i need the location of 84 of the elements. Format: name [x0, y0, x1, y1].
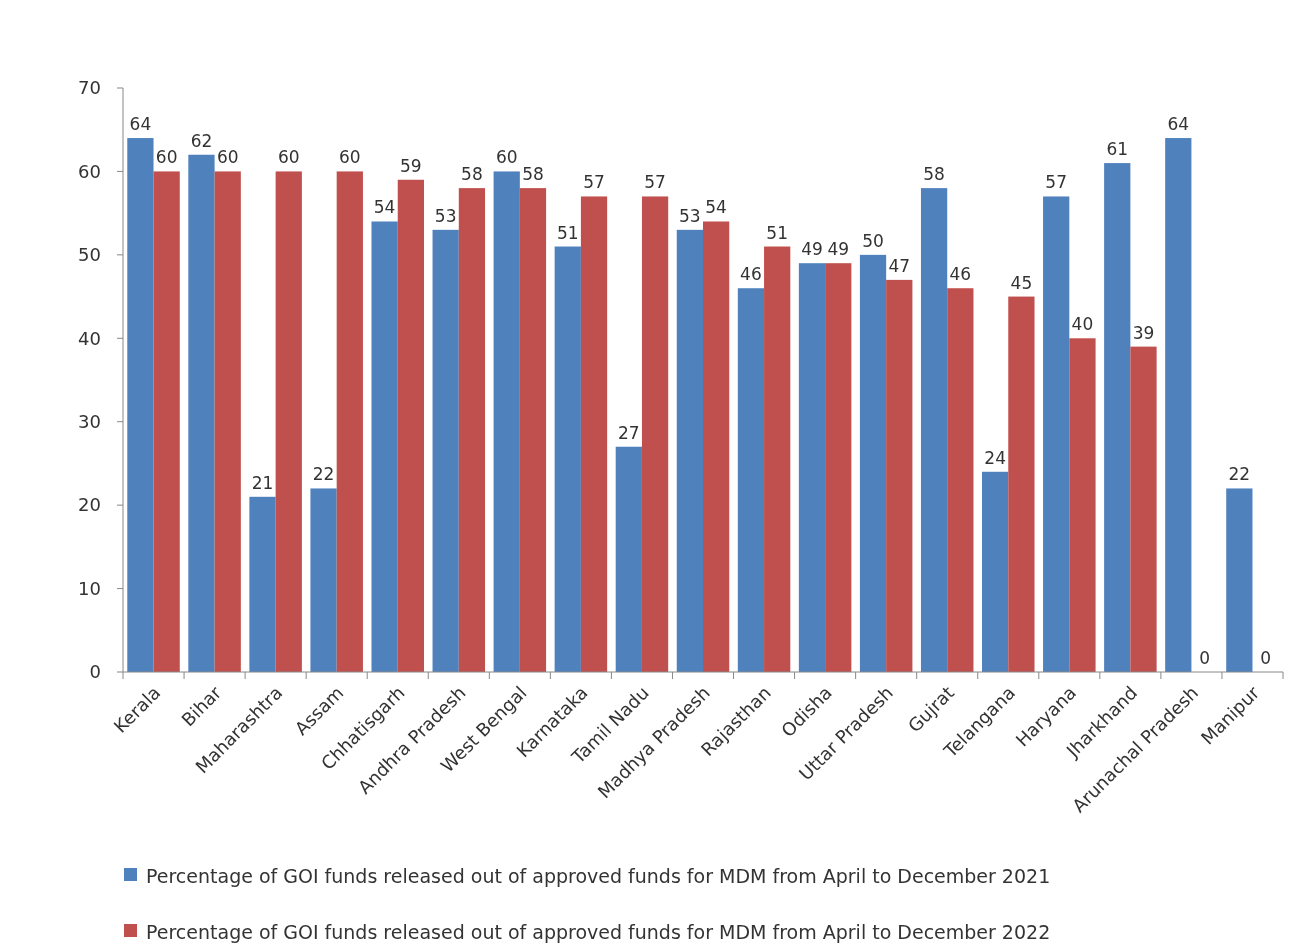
data-label: 0 — [1260, 648, 1272, 668]
data-label: 49 — [827, 239, 850, 260]
data-label: 46 — [949, 264, 972, 285]
data-label: 27 — [618, 422, 640, 443]
y-tick-label: 50 — [78, 244, 101, 266]
bar — [703, 221, 730, 672]
data-label: 22 — [1228, 464, 1251, 485]
data-label: 62 — [190, 130, 213, 151]
legend-label: Percentage of GOI funds released out of approved funds for MDM from April to December 2022 — [146, 920, 1051, 943]
y-tick-label: 10 — [78, 577, 101, 599]
bar — [859, 254, 887, 672]
bar — [397, 179, 424, 672]
bar — [153, 171, 180, 672]
bar — [310, 488, 337, 672]
legend-label: Percentage of GOI funds released out of approved funds for MDM from April to December 2021 — [146, 864, 1051, 887]
bar — [432, 229, 459, 672]
bar — [1008, 296, 1035, 672]
data-label: 61 — [1106, 139, 1129, 160]
data-label: 53 — [434, 205, 457, 226]
bar — [493, 171, 520, 672]
data-label: 24 — [984, 447, 1006, 468]
bar — [615, 446, 642, 672]
bar — [580, 196, 608, 672]
bar — [798, 263, 826, 672]
bar — [1165, 138, 1192, 672]
bar — [188, 154, 215, 672]
data-label: 21 — [251, 472, 274, 493]
data-label: 40 — [1071, 314, 1094, 335]
data-label: 50 — [862, 230, 884, 251]
bar — [1130, 346, 1157, 672]
bar — [249, 496, 276, 672]
data-label: 22 — [312, 464, 335, 485]
bar — [127, 138, 154, 672]
data-label: 58 — [461, 164, 483, 185]
bar — [947, 288, 974, 672]
data-label: 46 — [740, 264, 762, 285]
data-label: 57 — [644, 172, 666, 193]
data-label: 60 — [495, 147, 518, 168]
bar — [275, 171, 302, 672]
data-label: 60 — [155, 147, 178, 168]
y-tick-label: 70 — [78, 77, 101, 99]
bar — [737, 288, 765, 672]
y-tick-label: 0 — [89, 661, 101, 683]
bar — [886, 279, 913, 672]
bar — [1069, 338, 1096, 672]
bar — [1226, 488, 1253, 672]
bar — [554, 246, 581, 672]
bar — [920, 188, 948, 672]
y-tick-label: 60 — [78, 160, 101, 182]
data-label: 51 — [766, 222, 788, 243]
data-label: 54 — [373, 197, 396, 218]
data-label: 47 — [888, 255, 911, 276]
data-label: 49 — [801, 239, 823, 260]
data-label: 60 — [277, 147, 300, 168]
data-label: 58 — [522, 164, 544, 185]
bar — [1104, 163, 1131, 672]
y-tick-label: 30 — [78, 411, 101, 433]
data-label: 57 — [583, 172, 605, 193]
bar — [371, 221, 398, 672]
bar — [336, 171, 363, 672]
bar — [458, 188, 486, 672]
data-label: 54 — [705, 197, 727, 218]
data-label: 60 — [216, 147, 239, 168]
bar — [982, 471, 1009, 672]
data-label: 64 — [129, 114, 152, 135]
bar — [641, 196, 669, 672]
bar — [1043, 196, 1070, 672]
data-label: 53 — [679, 205, 701, 226]
data-label: 59 — [400, 155, 422, 176]
data-label: 60 — [338, 147, 361, 168]
data-label: 45 — [1010, 272, 1033, 293]
data-label: 0 — [1199, 648, 1210, 668]
bar — [676, 229, 703, 672]
data-label: 64 — [1167, 114, 1190, 135]
bar — [825, 263, 852, 672]
y-tick-label: 40 — [78, 327, 101, 349]
y-tick-label: 20 — [78, 494, 101, 516]
bar — [764, 246, 791, 672]
bar — [214, 171, 241, 672]
data-label: 58 — [923, 164, 945, 185]
data-label: 39 — [1132, 322, 1155, 343]
data-label: 51 — [556, 222, 579, 243]
data-label: 57 — [1045, 172, 1068, 193]
bar — [519, 188, 547, 672]
